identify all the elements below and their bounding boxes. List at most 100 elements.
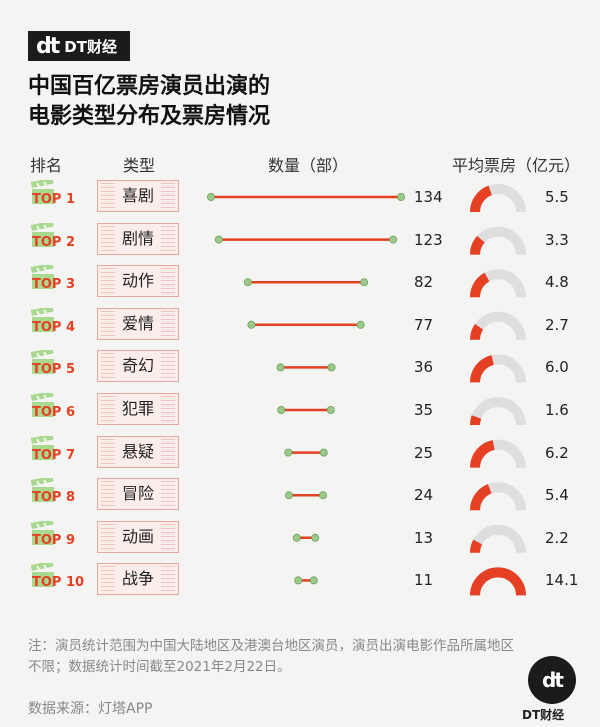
box-office-label: 2.2 (545, 528, 569, 547)
count-label: 134 (414, 188, 443, 206)
rank-badge: TOP 5 (30, 350, 80, 384)
count-bar-dot-left (276, 363, 285, 372)
box-office-label: 3.3 (545, 230, 569, 249)
rank-label: TOP 8 (32, 490, 76, 506)
count-bar-dot-left (247, 320, 256, 329)
gauge-track (470, 397, 526, 426)
box-office-label: 5.4 (545, 486, 569, 505)
clapper-icon (30, 222, 54, 247)
gauge-fill (470, 484, 492, 511)
count-label: 35 (414, 401, 434, 419)
rank-badge: TOP 7 (30, 435, 80, 470)
rank-label: TOP 10 (32, 575, 85, 591)
count-bar-dot-left (214, 235, 223, 244)
gauge-fill (470, 272, 490, 298)
gauge-fill (470, 235, 485, 255)
data-source: 数据来源：灯塔APP (28, 701, 153, 717)
footnote: 注：演员统计范围为中国大陆地区及港澳台地区演员，演员出演电影作品所属地区不限；数… (28, 638, 514, 675)
title-line-1: 中国百亿票房演员出演的 (28, 74, 271, 99)
count-label: 36 (414, 358, 434, 377)
header-box: 平均票房（亿元） (452, 156, 581, 175)
type-label: 战争 (97, 563, 179, 596)
header-count: 数量（部） (268, 156, 349, 175)
rank-badge: TOP 1 (30, 180, 80, 214)
count-bar-dot-right (389, 235, 398, 244)
table-row: TOP 5 奇幻 36 6.0 (0, 346, 600, 388)
box-office-label: 2.7 (545, 315, 569, 334)
box-office-label: 6.0 (545, 358, 569, 377)
table-row: TOP 6 犯罪 35 1.6 (0, 389, 600, 431)
clapper-icon (30, 393, 54, 417)
type-label: 悬疑 (97, 435, 179, 468)
rank-label: TOP 2 (32, 234, 76, 250)
clapper-icon (30, 478, 54, 503)
type-label: 动作 (97, 265, 179, 298)
count-bar-dot-right (396, 192, 405, 201)
rank-badge: TOP 8 (30, 478, 80, 512)
rank-badge: TOP 3 (30, 265, 80, 299)
gauge-fill (470, 355, 495, 383)
count-bar-dot-right (360, 278, 369, 287)
count-bar-dot-right (319, 448, 328, 457)
clapper-icon (30, 520, 54, 545)
chart-title: 中国百亿票房演员出演的 电影类型分布及票房情况 (28, 72, 270, 132)
brand-mark: dt (36, 33, 60, 59)
rank-badge: TOP 2 (30, 222, 80, 257)
table-row: TOP 7 悬疑 25 6.2 (0, 432, 600, 474)
type-label: 动画 (97, 520, 179, 553)
type-label: 喜剧 (97, 180, 179, 212)
count-label: 25 (414, 443, 434, 462)
count-label: 24 (414, 486, 434, 505)
box-office-label: 4.8 (545, 273, 569, 292)
title-line-2: 电影类型分布及票房情况 (28, 104, 271, 129)
gauge-fill (470, 440, 496, 469)
type-label: 奇幻 (97, 350, 179, 383)
rank-label: TOP 9 (32, 532, 76, 548)
gauge-fill (470, 539, 483, 554)
count-bar-dot-left (294, 576, 303, 585)
footer-logo-name: DT财经 (522, 708, 565, 722)
gauge-fill (470, 323, 484, 341)
header-rank: 排名 (30, 156, 63, 175)
box-office-label: 1.6 (545, 401, 569, 419)
gauge-fill (470, 185, 493, 213)
count-bar-dot-left (243, 278, 252, 287)
rank-badge: TOP 9 (30, 520, 80, 555)
count-bar-dot-left (277, 405, 286, 414)
clapper-icon (30, 180, 54, 204)
type-label: 犯罪 (97, 393, 179, 425)
type-label: 爱情 (97, 307, 179, 340)
type-label: 冒险 (97, 478, 179, 511)
count-bar-dot-right (319, 491, 328, 500)
table-row: TOP 10 战争 11 14.1 (0, 559, 600, 601)
rank-badge: TOP 4 (30, 307, 80, 342)
brand-logo: dt DT财经 (28, 31, 130, 61)
count-bar-dot-left (206, 192, 215, 201)
rank-label: TOP 1 (32, 192, 76, 207)
brand-name: DT财经 (64, 37, 117, 56)
count-label: 13 (414, 528, 434, 547)
header-type: 类型 (123, 156, 156, 175)
table-row: TOP 1 喜剧 134 5.5 (0, 176, 600, 218)
count-bar-dot-right (309, 576, 318, 585)
count-bar-dot-right (326, 405, 335, 414)
clapper-icon (30, 435, 54, 460)
count-bar-dot-left (284, 448, 293, 457)
count-bar-dot-right (311, 533, 320, 542)
count-label: 123 (414, 230, 443, 249)
table-row: TOP 9 动画 13 2.2 (0, 517, 600, 559)
clapper-icon (30, 350, 54, 375)
count-bar-dot-left (292, 533, 301, 542)
count-bar-dot-right (327, 363, 336, 372)
rank-badge: TOP 6 (30, 393, 80, 427)
count-bar-dot-right (356, 320, 365, 329)
rank-label: TOP 3 (32, 277, 76, 293)
table-row: TOP 2 剧情 123 3.3 (0, 219, 600, 261)
footer-logo: dt (528, 656, 576, 704)
table-row: TOP 4 爱情 77 2.7 (0, 304, 600, 346)
gauge-fill (470, 415, 482, 426)
box-office-label: 5.5 (545, 188, 569, 206)
rank-label: TOP 7 (32, 447, 76, 463)
table-row: TOP 8 冒险 24 5.4 (0, 474, 600, 516)
